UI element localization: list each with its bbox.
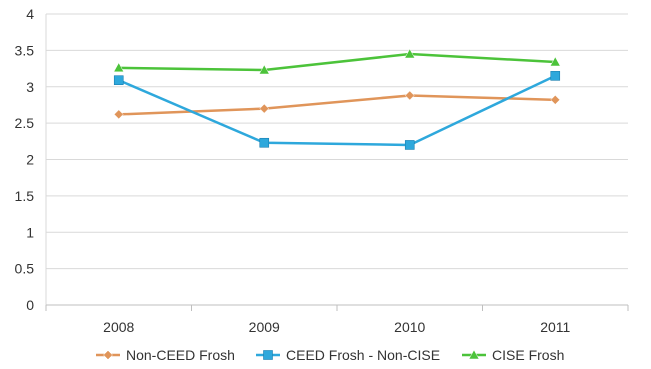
data-point	[550, 71, 561, 81]
data-point	[259, 137, 270, 148]
series-line	[118, 94, 556, 116]
series-1	[113, 71, 561, 150]
legend-item-1: CEED Frosh - Non-CISE	[256, 347, 440, 363]
legend-item-0: Non-CEED Frosh	[96, 347, 235, 363]
y-tick-label: 1.5	[15, 188, 35, 204]
data-point	[113, 109, 124, 120]
legend-marker	[263, 350, 273, 360]
legend-marker	[468, 349, 480, 360]
y-tick-label: 2.5	[15, 115, 35, 131]
data-point	[404, 48, 416, 59]
x-tick-label: 2011	[540, 319, 570, 335]
y-tick-label: 4	[26, 6, 34, 22]
series-line	[118, 74, 556, 147]
x-tick-label: 2009	[249, 319, 280, 335]
data-point	[113, 62, 125, 73]
data-point	[549, 56, 561, 67]
x-tick-label: 2008	[103, 319, 134, 335]
x-tick-label: 2010	[394, 319, 425, 335]
legend-label: Non-CEED Frosh	[126, 347, 235, 363]
y-tick-label: 2	[26, 152, 34, 168]
y-axis-ticks: 0 0.5 1 1.5 2 2.5 3 3.5 4	[15, 6, 35, 313]
series-2	[113, 48, 561, 75]
y-tick-label: 3.5	[15, 42, 35, 58]
data-point	[259, 103, 270, 114]
y-tick-label: 0.5	[15, 261, 35, 277]
data-point	[404, 140, 415, 150]
data-point	[258, 64, 270, 75]
data-point	[550, 94, 561, 105]
y-tick-label: 3	[26, 79, 34, 95]
legend-label: CISE Frosh	[492, 347, 564, 363]
legend-label: CEED Frosh - Non-CISE	[286, 347, 440, 363]
data-point	[404, 90, 415, 101]
legend-marker	[103, 350, 113, 360]
gridlines	[46, 13, 628, 270]
legend: Non-CEED Frosh CEED Frosh - Non-CISE CISE …	[96, 347, 564, 363]
y-tick-label: 0	[26, 297, 34, 313]
x-axis-ticks: 2008 2009 2010 2011	[103, 319, 570, 335]
axes	[45, 14, 629, 311]
y-tick-label: 1	[26, 224, 34, 240]
data-point	[113, 75, 124, 86]
series-line	[118, 52, 556, 72]
series-group	[113, 48, 561, 150]
legend-item-2: CISE Frosh	[462, 347, 564, 363]
